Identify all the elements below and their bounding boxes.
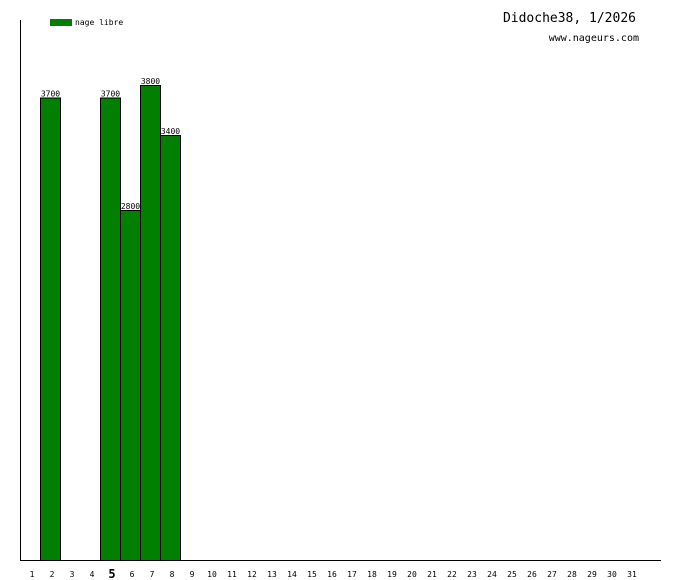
x-tick-labels: 1 2 3 4 5 6 7 8 9 10 11 12 13 14 15 16 17 18 19 20 21 22 23 24 2… (30, 567, 637, 580)
x-tick-label-29: 29 (587, 570, 597, 579)
x-tick-label-25: 25 (507, 570, 517, 579)
legend-swatch (50, 19, 72, 26)
x-tick-label-2: 2 (50, 570, 55, 579)
x-tick-label-30: 30 (607, 570, 617, 579)
x-tick-label-20: 20 (407, 570, 417, 579)
x-tick-label-28: 28 (567, 570, 577, 579)
bar-day-5 (100, 97, 121, 561)
bar-day-6 (120, 210, 141, 561)
bar-day-8 (160, 135, 181, 561)
bars-group (40, 85, 181, 561)
legend: nage libre (50, 18, 123, 27)
bar-value-label-day-6: 2800 (121, 202, 140, 211)
x-tick-label-1: 1 (30, 570, 35, 579)
x-tick-label-22: 22 (447, 570, 457, 579)
x-tick-label-26: 26 (527, 570, 537, 579)
x-tick-label-19: 19 (387, 570, 397, 579)
x-tick-label-13: 13 (267, 570, 277, 579)
x-tick-label-7: 7 (150, 570, 155, 579)
x-tick-label-31: 31 (627, 570, 637, 579)
bar-value-label-day-5: 3700 (101, 90, 120, 99)
legend-label: nage libre (75, 18, 123, 27)
chart-title: Didoche38, 1/2026 (503, 11, 636, 26)
bar-value-label-day-8: 3400 (161, 127, 180, 136)
x-tick-label-23: 23 (467, 570, 477, 579)
x-tick-label-6: 6 (130, 570, 135, 579)
site-url: www.nageurs.com (549, 33, 639, 44)
x-tick-label-17: 17 (347, 570, 357, 579)
bar-day-7 (140, 85, 161, 561)
x-tick-label-4: 4 (90, 570, 95, 579)
x-tick-label-24: 24 (487, 570, 497, 579)
x-tick-label-3: 3 (70, 570, 75, 579)
bar-value-label-day-2: 3700 (41, 90, 60, 99)
x-tick-label-5: 5 (108, 567, 115, 580)
x-tick-label-9: 9 (190, 570, 195, 579)
x-tick-label-10: 10 (207, 570, 217, 579)
bar-day-2 (40, 97, 61, 561)
x-tick-label-12: 12 (247, 570, 257, 579)
x-tick-label-11: 11 (227, 570, 237, 579)
bar-labels-group: 3700 3700 2800 3800 3400 (41, 77, 180, 211)
bar-value-label-day-7: 3800 (141, 77, 160, 86)
x-tick-label-8: 8 (170, 570, 175, 579)
x-tick-label-27: 27 (547, 570, 557, 579)
x-tick-label-16: 16 (327, 570, 337, 579)
x-tick-label-15: 15 (307, 570, 317, 579)
x-tick-label-21: 21 (427, 570, 437, 579)
x-tick-label-14: 14 (287, 570, 297, 579)
x-tick-label-18: 18 (367, 570, 377, 579)
